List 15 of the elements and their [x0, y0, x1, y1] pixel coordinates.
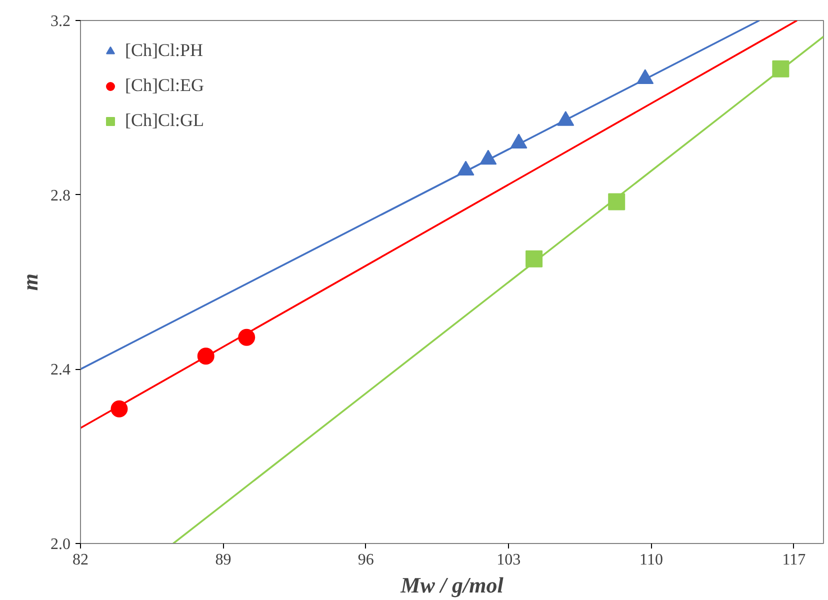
legend-label: [Ch]Cl:EG	[125, 75, 204, 96]
x-tick-label: 117	[782, 552, 806, 568]
x-tick-label: 96	[358, 552, 374, 568]
y-tick-label: 2.4	[50, 362, 70, 379]
x-tick-label: 82	[72, 552, 88, 568]
y-tick-label: 2.8	[50, 187, 70, 204]
legend-label: [Ch]Cl:PH	[125, 40, 204, 61]
x-tick-label: 89	[215, 552, 232, 568]
y-axis-title: m	[18, 273, 42, 291]
legend-label: [Ch]Cl:GL	[125, 110, 204, 131]
x-tick-label: 103	[496, 552, 521, 568]
x-tick-label: 110	[640, 552, 663, 568]
x-axis-title: Mw / g/mol	[400, 572, 504, 598]
y-tick-label: 3.2	[50, 13, 70, 30]
y-tick-label: 2.0	[50, 536, 70, 553]
